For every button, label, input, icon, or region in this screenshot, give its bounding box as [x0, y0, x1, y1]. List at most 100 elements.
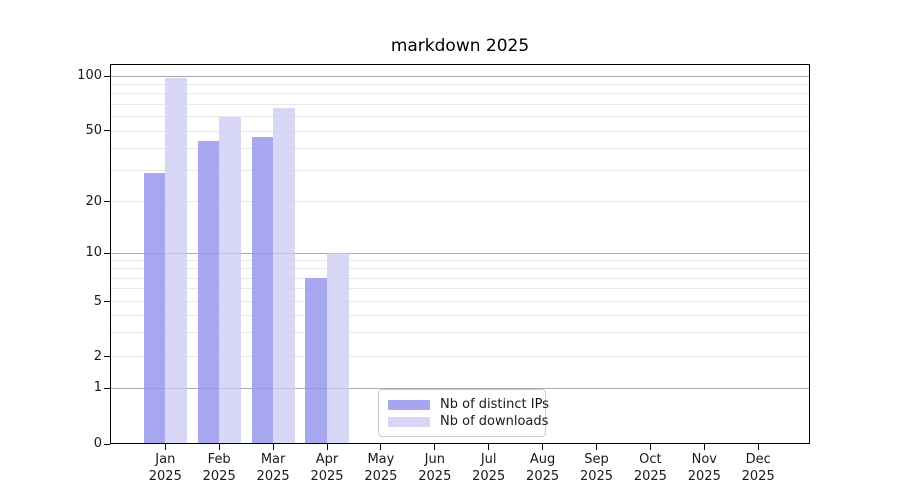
x-tick-month: May	[367, 452, 395, 467]
x-tick-mark	[326, 444, 328, 450]
x-tick-month: Oct	[639, 452, 662, 467]
legend-item-downloads: Nb of downloads	[388, 413, 548, 430]
x-tick-month: Jan	[155, 452, 176, 467]
legend-item-distinct-ips: Nb of distinct IPs	[388, 396, 549, 413]
y-tick-mark	[104, 75, 110, 77]
gridline-minor	[110, 201, 810, 203]
chart-title: markdown 2025	[390, 36, 530, 56]
x-tick-label: Mar 2025	[241, 451, 305, 485]
x-tick-mark	[488, 444, 490, 450]
gridline-minor	[110, 301, 810, 303]
gridline-minor	[110, 147, 810, 149]
legend: Nb of distinct IPs Nb of downloads	[378, 389, 549, 437]
gridline-major	[110, 75, 810, 77]
y-tick-mark	[104, 130, 110, 132]
x-tick-label: Jul 2025	[457, 451, 521, 485]
x-tick-label: Dec 2025	[726, 451, 790, 485]
bar-distinct-ips	[305, 278, 327, 444]
x-tick-label: Jun 2025	[403, 451, 467, 485]
x-tick-label: Aug 2025	[511, 451, 575, 485]
gridline-minor	[110, 356, 810, 358]
x-tick-mark	[703, 444, 705, 450]
y-tick-mark	[104, 387, 110, 389]
y-tick-label: 50	[85, 122, 102, 138]
bar-downloads	[273, 107, 295, 444]
x-tick-year: 2025	[310, 469, 344, 484]
y-tick-label: 0	[93, 436, 102, 451]
x-tick-year: 2025	[687, 469, 721, 484]
gridline-minor	[110, 169, 810, 171]
x-tick-month: Jul	[480, 452, 497, 467]
x-tick-mark	[596, 444, 597, 450]
gridline-minor	[110, 130, 810, 132]
bar-downloads	[165, 78, 187, 444]
y-tick-label: 2	[93, 348, 102, 364]
x-tick-year: 2025	[741, 469, 775, 484]
gridline-minor	[110, 83, 810, 85]
x-tick-year: 2025	[633, 469, 667, 484]
x-tick-year: 2025	[472, 469, 506, 484]
bar-distinct-ips	[143, 173, 166, 444]
x-tick-month: Jun	[424, 452, 445, 467]
gridline-major	[110, 387, 810, 389]
x-tick-month: Apr	[315, 452, 339, 467]
x-tick-year: 2025	[148, 469, 182, 484]
y-tick-label: 1	[93, 380, 102, 396]
x-tick-month: Feb	[207, 452, 231, 467]
x-tick-month: Mar	[260, 452, 286, 467]
x-tick-label: Nov 2025	[672, 451, 736, 485]
gridline-minor	[110, 314, 810, 316]
x-tick-label: Sep 2025	[565, 451, 629, 485]
x-tick-label: Oct 2025	[618, 451, 682, 485]
gridline-minor	[110, 93, 810, 95]
legend-swatch-distinct-ips	[388, 399, 430, 410]
legend-swatch-downloads	[388, 416, 430, 427]
x-tick-month: Nov	[691, 452, 717, 467]
y-tick-label: 10	[85, 245, 102, 261]
y-tick-label: 5	[93, 293, 102, 309]
legend-label-downloads: Nb of downloads	[440, 414, 549, 429]
x-tick-mark	[218, 444, 220, 450]
gridline-minor	[110, 103, 810, 105]
gridline-minor	[110, 268, 810, 270]
x-tick-mark	[380, 444, 382, 450]
bar-downloads	[327, 253, 349, 444]
bar-downloads	[219, 116, 241, 444]
y-tick-mark	[104, 252, 110, 254]
x-tick-year: 2025	[526, 469, 560, 484]
gridline-minor	[110, 116, 810, 118]
x-tick-mark	[164, 444, 166, 450]
x-tick-label: Feb 2025	[187, 451, 251, 485]
bar-distinct-ips	[251, 137, 274, 444]
x-tick-year: 2025	[364, 469, 398, 484]
x-tick-mark	[272, 444, 274, 450]
x-tick-year: 2025	[579, 469, 614, 484]
x-tick-mark	[434, 444, 436, 450]
x-tick-mark	[757, 444, 759, 450]
x-tick-label: May 2025	[349, 451, 413, 485]
y-tick-label: 100	[77, 68, 102, 83]
x-tick-year: 2025	[418, 469, 452, 484]
y-tick-mark	[104, 201, 110, 203]
y-tick-label: 20	[85, 193, 102, 209]
x-tick-mark	[542, 444, 544, 450]
gridline-major	[110, 252, 810, 254]
x-tick-label: Apr 2025	[295, 451, 359, 485]
x-tick-mark	[649, 444, 651, 450]
bar-distinct-ips	[197, 140, 220, 444]
legend-label-distinct-ips: Nb of distinct IPs	[440, 397, 549, 412]
x-tick-year: 2025	[256, 469, 290, 484]
y-tick-mark	[104, 443, 110, 445]
x-tick-month: Sep	[584, 452, 609, 467]
gridline-minor	[110, 260, 810, 262]
gridline-minor	[110, 288, 810, 290]
y-tick-mark	[104, 356, 110, 358]
gridline-minor	[110, 277, 810, 279]
x-tick-month: Dec	[745, 452, 771, 467]
gridline-minor	[110, 331, 810, 333]
x-tick-label: Jan 2025	[133, 451, 197, 485]
x-tick-year: 2025	[202, 469, 236, 484]
x-tick-month: Aug	[529, 452, 556, 467]
y-tick-mark	[104, 301, 110, 303]
